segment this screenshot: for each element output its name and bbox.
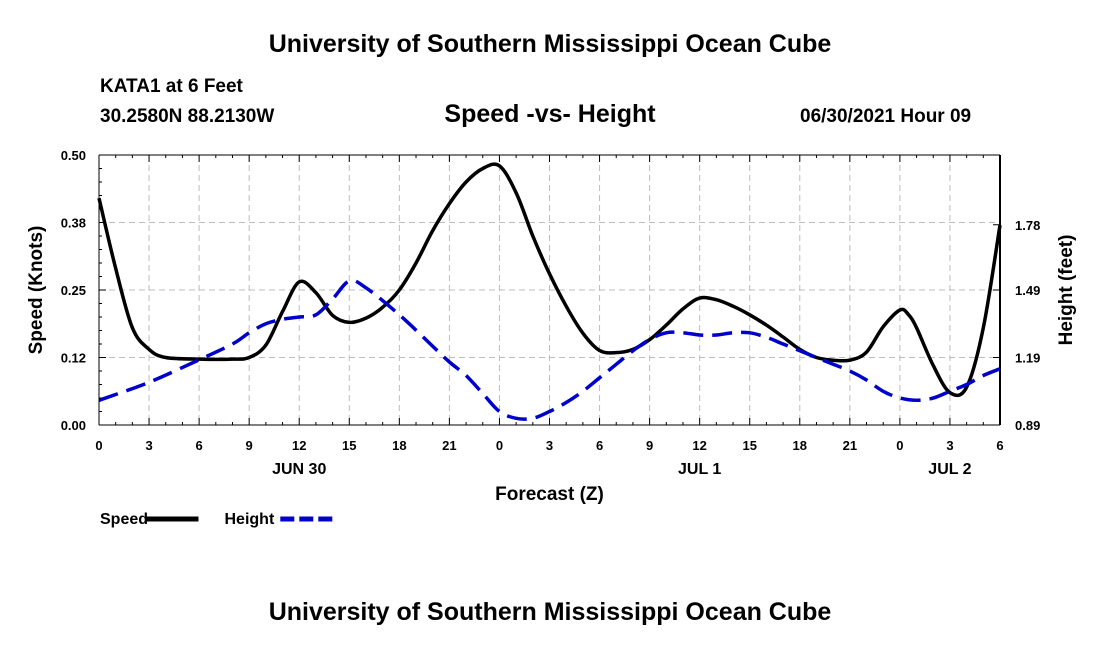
x-tick-label: 15 xyxy=(342,438,356,453)
x-tick-label: 21 xyxy=(442,438,456,453)
x-tick-label: 9 xyxy=(646,438,653,453)
station-label: KATA1 at 6 Feet xyxy=(100,76,243,97)
date-label: JUN 30 xyxy=(272,461,326,478)
x-tick-label: 6 xyxy=(996,438,1003,453)
coordinates-label: 30.2580N 88.2130W xyxy=(100,106,275,127)
y-left-tick-label: 0.50 xyxy=(61,148,86,163)
y-left-tick-label: 0.25 xyxy=(61,283,86,298)
series-layer xyxy=(97,162,1002,421)
y-left-tick-label: 0.12 xyxy=(61,351,86,366)
x-tick-label: 18 xyxy=(793,438,807,453)
x-tick-label: 12 xyxy=(292,438,306,453)
date-label: JUL 2 xyxy=(928,461,971,478)
x-tick-label: 3 xyxy=(145,438,152,453)
axes xyxy=(98,154,1001,426)
date-label: JUL 1 xyxy=(678,461,721,478)
y-left-tick-label: 0.00 xyxy=(61,418,86,433)
legend-label-speed: Speed xyxy=(100,511,148,528)
y-right-axis-title: Height (feet) xyxy=(1056,235,1077,346)
y-left-tick-label: 0.38 xyxy=(61,216,86,231)
x-tick-label: 21 xyxy=(843,438,857,453)
chart-title: Speed -vs- Height xyxy=(444,100,656,128)
series-line-speed xyxy=(97,162,1002,398)
axis-labels: 0 3 6 9 12 15 18 21 0 3 6 9 12 15 18 21 0 3 6 JUN 30 JUL 1 JU… xyxy=(26,148,1077,505)
legend-label-height: Height xyxy=(225,511,275,528)
x-tick-label: 0 xyxy=(95,438,102,453)
y-right-tick-label: 1.19 xyxy=(1015,351,1040,366)
x-tick-label: 9 xyxy=(246,438,253,453)
x-tick-label: 18 xyxy=(392,438,406,453)
x-tick-label: 0 xyxy=(496,438,503,453)
y-right-tick-label: 1.78 xyxy=(1015,218,1040,233)
x-tick-label: 3 xyxy=(546,438,553,453)
legend: Speed Height xyxy=(100,511,333,528)
x-tick-label: 15 xyxy=(742,438,756,453)
x-tick-label: 6 xyxy=(596,438,603,453)
footer-title: University of Southern Mississippi Ocean… xyxy=(268,598,832,626)
x-tick-label: 3 xyxy=(946,438,953,453)
x-tick-label: 12 xyxy=(692,438,706,453)
y-right-tick-label: 0.89 xyxy=(1015,418,1040,433)
x-tick-label: 6 xyxy=(195,438,202,453)
series-line-height xyxy=(98,278,1001,421)
forecast-datetime: 06/30/2021 Hour 09 xyxy=(800,106,972,127)
y-left-axis-title: Speed (Knots) xyxy=(26,226,47,355)
page-title: University of Southern Mississippi Ocean… xyxy=(268,30,832,58)
x-axis-title: Forecast (Z) xyxy=(495,484,604,505)
x-tick-label: 0 xyxy=(896,438,903,453)
y-right-tick-label: 1.49 xyxy=(1015,283,1040,298)
grid xyxy=(99,155,1000,425)
